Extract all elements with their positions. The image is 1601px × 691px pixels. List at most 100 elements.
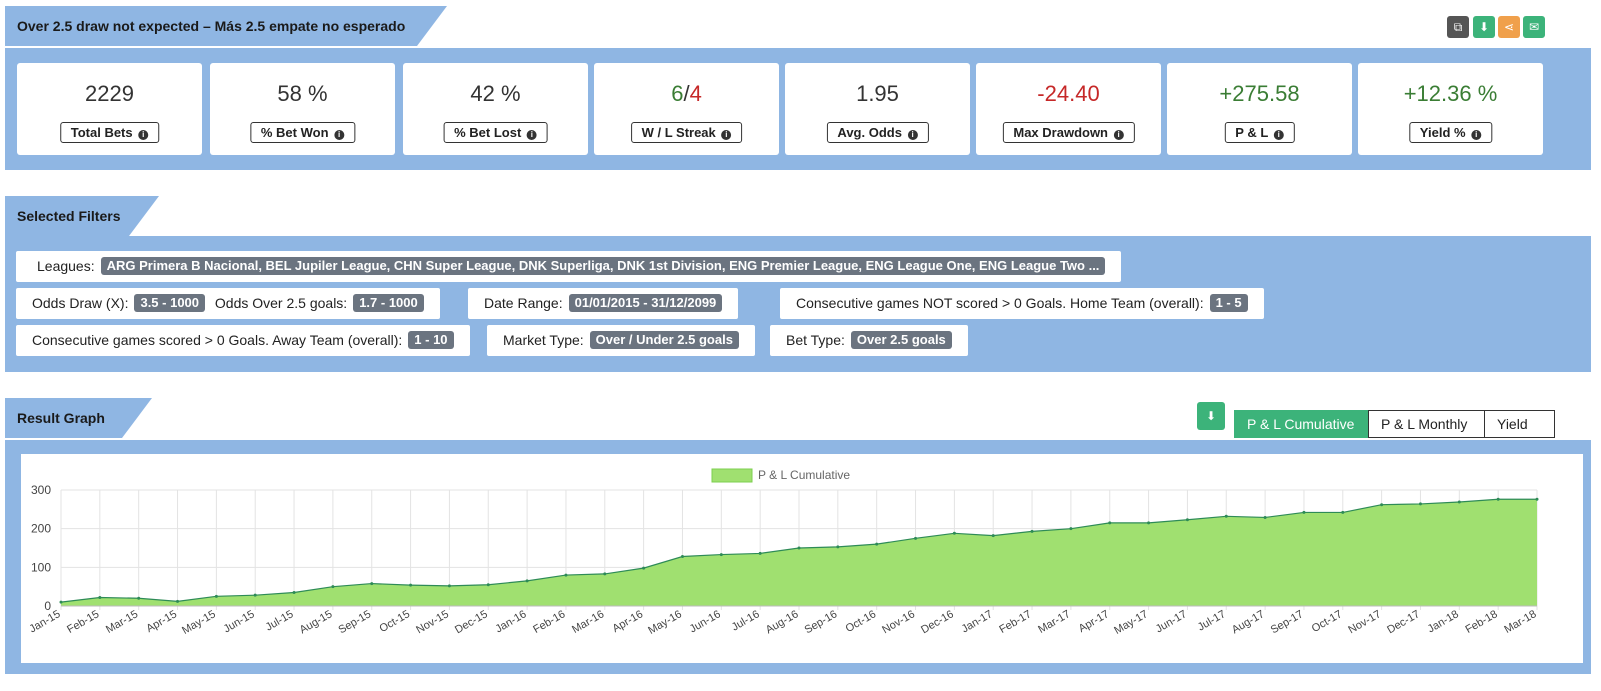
filter-badge: 3.5 - 1000	[134, 294, 206, 312]
share-button[interactable]: ⋖	[1498, 16, 1520, 38]
filter-label: Odds Over 2.5 goals:	[214, 295, 348, 311]
filter-odds: Odds Draw (X): 3.5 - 1000 Odds Over 2.5 g…	[16, 288, 440, 319]
filter-badge: Over / Under 2.5 goals	[589, 331, 739, 349]
filter-badge: 1.7 - 1000	[353, 294, 424, 312]
x-tick-label: Oct-15	[377, 608, 412, 635]
filter-leagues: Leagues: ARG Primera B Nacional, BEL Jupi…	[16, 251, 1122, 282]
x-tick-label: Mar-16	[570, 608, 606, 636]
filter-label: Consecutive games scored > 0 Goals. Away…	[32, 332, 403, 348]
download-icon: ⬇	[1205, 409, 1217, 423]
data-point	[603, 572, 607, 576]
toggle-yield[interactable]: Yield %	[1484, 410, 1555, 458]
x-tick-label: May-17	[1112, 608, 1150, 637]
stat-card-wl-streak: 6/4 W / L Streak i	[594, 63, 779, 155]
filter-label: Bet Type:	[786, 332, 845, 348]
x-tick-label: Aug-17	[1230, 608, 1267, 636]
data-point	[1418, 502, 1422, 506]
filter-bet-type: Bet Type: Over 2.5 goals	[770, 325, 968, 356]
x-tick-label: Jan-17	[960, 608, 995, 635]
graph-download-button[interactable]: ⬇	[1197, 402, 1225, 430]
y-tick-label: 100	[31, 560, 51, 574]
x-tick-label: Sep-15	[337, 608, 374, 636]
data-point	[991, 534, 995, 538]
data-point	[486, 583, 490, 587]
data-point	[1030, 529, 1034, 533]
x-tick-label: Feb-15	[65, 608, 101, 636]
stat-label[interactable]: % Bet Won i	[249, 122, 356, 143]
email-button[interactable]: ✉	[1523, 16, 1545, 38]
data-point	[1147, 521, 1151, 525]
x-tick-label: Jul-16	[730, 608, 762, 633]
data-point	[758, 551, 762, 555]
download-button[interactable]: ⬇	[1473, 16, 1495, 38]
stat-label[interactable]: % Bet Lost i	[443, 122, 548, 143]
data-point	[719, 553, 723, 557]
x-tick-label: Mar-17	[1036, 608, 1072, 636]
data-point	[1496, 497, 1500, 501]
x-tick-label: Jun-15	[222, 608, 257, 635]
x-tick-label: Nov-17	[1346, 608, 1383, 636]
filter-badge: 1 - 5	[1209, 294, 1248, 312]
data-point	[447, 584, 451, 588]
y-tick-label: 0	[44, 599, 51, 613]
info-icon: i	[907, 130, 918, 140]
x-tick-label: Dec-16	[919, 608, 956, 636]
stat-value: +12.36 %	[1403, 81, 1498, 106]
x-tick-label: Oct-16	[844, 608, 879, 635]
graph-panel: P & L Cumulative 0 100 200 300 Jan-15 Feb-15 Ma…	[5, 440, 1591, 674]
filter-badge: 1 - 10	[408, 331, 454, 349]
stat-card-bet-lost: 42 % % Bet Lost i	[403, 63, 588, 155]
info-icon: i	[334, 130, 345, 140]
stat-label[interactable]: P & L i	[1224, 122, 1295, 143]
x-tick-label: Nov-16	[880, 608, 917, 636]
y-tick-label: 300	[31, 483, 51, 497]
data-point	[564, 573, 568, 577]
stat-label[interactable]: Total Bets i	[59, 122, 160, 143]
share-icon: ⋖	[1503, 20, 1515, 34]
data-point	[1380, 503, 1384, 507]
stat-label[interactable]: W / L Streak i	[630, 122, 743, 143]
filters-title-text: Selected Filters	[17, 208, 121, 224]
legend-label: P & L Cumulative	[758, 468, 850, 482]
x-tick-label: Feb-16	[531, 608, 567, 636]
x-tick-label: Aug-15	[298, 608, 335, 636]
data-point	[253, 593, 257, 597]
stat-card-bet-won: 58 % % Bet Won i	[210, 63, 395, 155]
data-point	[797, 546, 801, 550]
copy-button[interactable]: ⧉	[1447, 16, 1469, 38]
x-tick-label: Mar-18	[1502, 608, 1538, 636]
toggle-pl-monthly[interactable]: P & L Monthly	[1368, 410, 1485, 438]
data-point	[1302, 510, 1306, 514]
data-point	[1341, 510, 1345, 514]
graph-title-text: Result Graph	[17, 410, 105, 426]
filters-panel: Leagues: ARG Primera B Nacional, BEL Jupi…	[5, 236, 1591, 372]
stat-label[interactable]: Yield % i	[1408, 122, 1493, 143]
x-tick-label: Aug-16	[764, 608, 801, 636]
x-tick-label: Mar-15	[104, 608, 140, 636]
stat-value: 58 %	[277, 81, 328, 106]
data-point	[952, 531, 956, 535]
filter-label: Odds Draw (X):	[32, 295, 129, 311]
filter-badge: 01/01/2015 - 31/12/2099	[568, 294, 723, 312]
chart-container: P & L Cumulative 0 100 200 300 Jan-15 Feb-15 Ma…	[21, 454, 1583, 663]
filters-title: Selected Filters	[5, 196, 159, 236]
filter-label: Date Range:	[484, 295, 563, 311]
filter-date-range: Date Range: 01/01/2015 - 31/12/2099	[468, 288, 739, 319]
filter-label: Consecutive games NOT scored > 0 Goals. …	[796, 295, 1204, 311]
stat-card-pl: +275.58 P & L i	[1167, 63, 1352, 155]
stat-value: +275.58	[1219, 81, 1300, 106]
info-icon: i	[1273, 130, 1284, 140]
x-tick-label: Oct-17	[1310, 608, 1345, 635]
stat-label[interactable]: Max Drawdown i	[1002, 122, 1135, 143]
legend-swatch	[711, 468, 753, 483]
x-tick-label: Apr-17	[1077, 608, 1112, 635]
data-point	[331, 585, 335, 589]
filter-label: Leagues:	[37, 258, 95, 274]
stat-label[interactable]: Avg. Odds i	[826, 122, 929, 143]
filter-badge: Over 2.5 goals	[850, 331, 952, 349]
toggle-pl-cumulative[interactable]: P & L Cumulative	[1234, 410, 1369, 438]
x-tick-label: May-15	[180, 608, 218, 637]
x-tick-label: Dec-15	[453, 608, 490, 636]
data-point	[1263, 515, 1267, 519]
